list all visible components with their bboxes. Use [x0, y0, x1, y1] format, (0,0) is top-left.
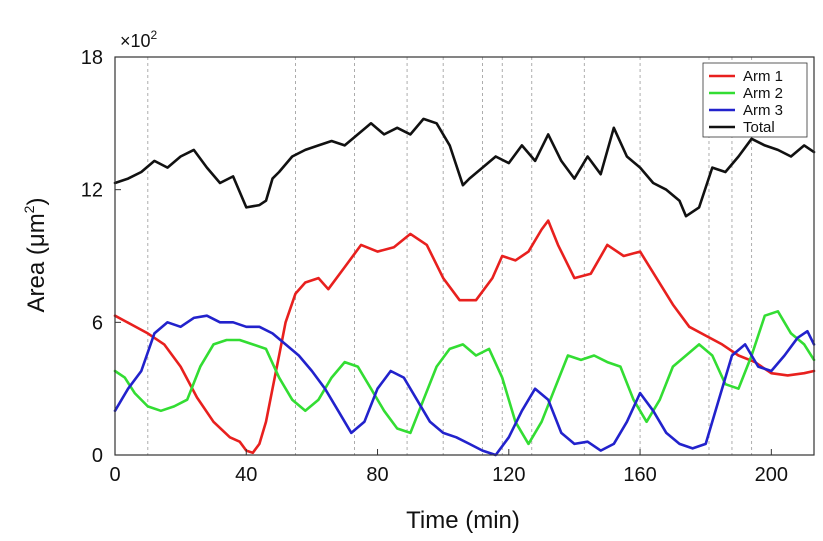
x-axis-ticks: 0 40 80 120 160 200 [109, 449, 788, 486]
plot-frame [114, 56, 815, 456]
series-lines [113, 117, 816, 457]
series-line-arm-1 [113, 219, 816, 455]
y-tick-label: 18 [81, 47, 103, 69]
x-tick-label: 40 [235, 464, 257, 486]
x-tick-label: 200 [755, 464, 788, 486]
series-line-total [113, 117, 816, 218]
x-tick-label: 80 [366, 464, 388, 486]
y-axis-ticks: 0 6 12 18 [81, 47, 121, 467]
series-line-arm-2 [113, 309, 816, 446]
series-line-arm-3 [113, 314, 816, 457]
y-tick-label: 12 [81, 180, 103, 202]
y-tick-label: 0 [92, 445, 103, 467]
legend-label: Arm 3 [743, 102, 783, 119]
x-axis-title: Time (min) [406, 507, 520, 534]
legend-label: Total [743, 119, 775, 136]
x-tick-label: 160 [623, 464, 656, 486]
y-tick-label: 6 [92, 312, 103, 334]
y-axis-title: Area (μm2) [21, 198, 50, 313]
y-multiplier: ×102 [120, 28, 158, 51]
legend-label: Arm 2 [743, 85, 783, 102]
legend-label: Arm 1 [743, 68, 783, 85]
x-tick-label: 0 [109, 464, 120, 486]
x-tick-label: 120 [492, 464, 525, 486]
